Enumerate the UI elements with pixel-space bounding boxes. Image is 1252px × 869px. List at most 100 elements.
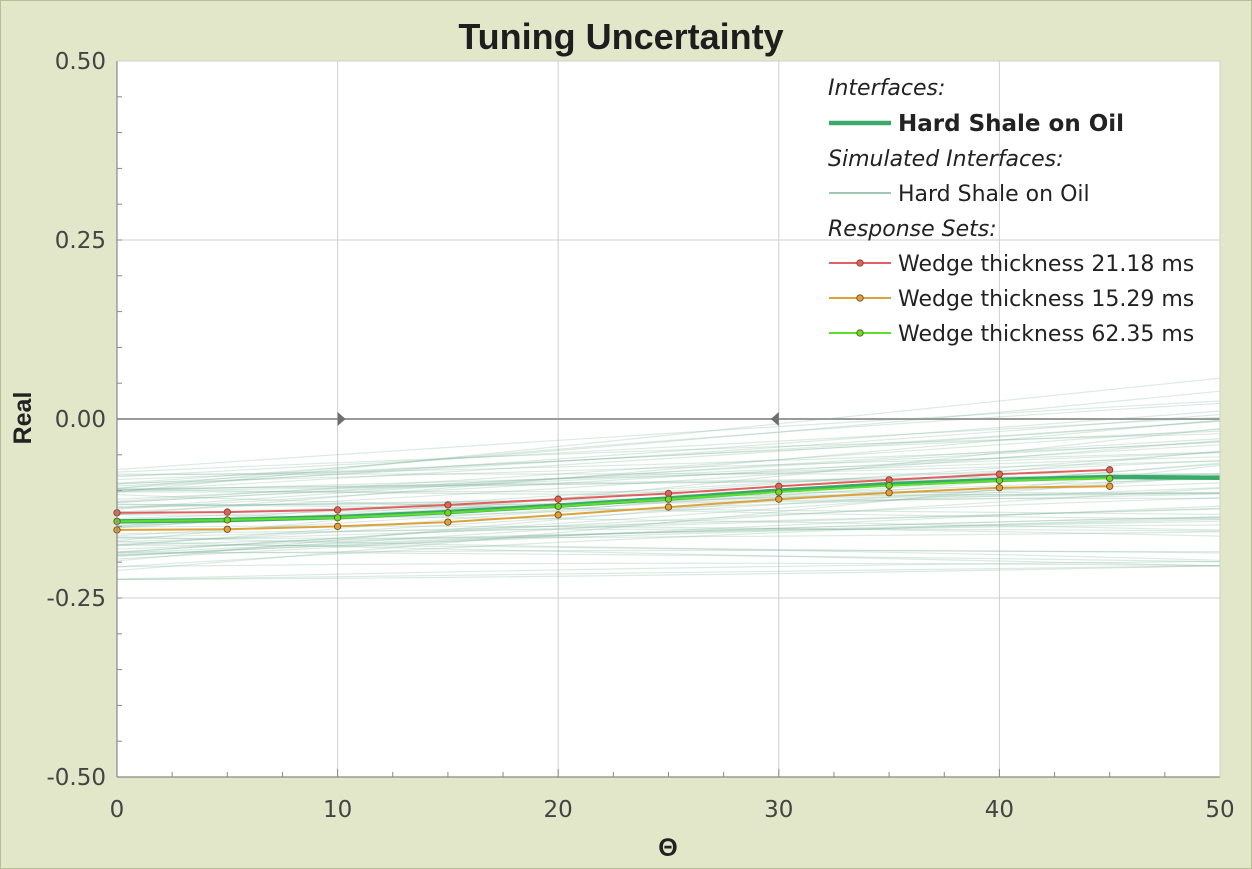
x-tick-label: 20 (544, 797, 573, 823)
simulated-interface-line (116, 402, 1221, 489)
simulated-interface-line (116, 528, 1221, 535)
response-data-point (1106, 466, 1114, 474)
simulated-interface-line (116, 439, 1221, 513)
x-tick-label: 0 (110, 797, 125, 823)
x-tick-label: 50 (1205, 797, 1234, 823)
simulated-interface-line (116, 494, 1221, 520)
simulated-interface-line (116, 475, 1221, 553)
simulated-interface-line (116, 413, 1221, 487)
simulated-interface-line (116, 518, 1221, 546)
simulated-interface-line (116, 516, 1221, 557)
simulated-interface-line (116, 419, 1221, 516)
axes (116, 60, 1221, 778)
simulated-interface-line (116, 441, 1221, 476)
simulated-interface-line (116, 456, 1221, 503)
response-data-point (333, 522, 342, 531)
response-line (116, 485, 1110, 531)
response-data-point (554, 495, 562, 503)
simulated-interface-line (116, 505, 1221, 560)
zero-line-handle[interactable] (770, 412, 779, 426)
response-data-point (1106, 482, 1114, 490)
legend-response-marker (856, 329, 864, 337)
response-data-point (664, 503, 673, 511)
legend-interfaces-header: Interfaces: (828, 76, 945, 101)
simulated-interface-line (116, 549, 1221, 555)
y-axis-title: Real (9, 392, 37, 445)
simulated-interface-line (116, 562, 1221, 568)
response-line (116, 468, 1110, 514)
simulated-interface-line (116, 377, 1221, 493)
legend-response-label[interactable]: Wedge thickness 15.29 ms (898, 287, 1194, 312)
response-data-point (554, 511, 562, 519)
simulated-interface-line (116, 473, 1221, 490)
response-data-point (554, 502, 562, 511)
y-tick-label: 0.50 (55, 49, 106, 75)
legend-response-label[interactable]: Wedge thickness 62.35 ms (898, 322, 1194, 347)
chart-title: Tuning Uncertainty (458, 16, 783, 57)
simulated-interface-line (116, 460, 1221, 527)
legend-response-marker (856, 259, 864, 267)
simulated-interface-line (116, 428, 1221, 502)
simulated-interface-line (116, 514, 1221, 531)
legend-simulated-header: Simulated Interfaces: (828, 147, 1064, 172)
response-data-point (223, 508, 231, 516)
response-data-point (223, 525, 231, 533)
response-data-point (995, 470, 1004, 478)
simulated-interface-line (116, 551, 1221, 563)
response-data-point (223, 516, 231, 524)
simulated-interface-line (116, 544, 1221, 561)
response-data-point (995, 484, 1004, 492)
simulated-interface-line (116, 517, 1221, 568)
simulated-interface-line (116, 400, 1221, 471)
simulated-interface-line (116, 390, 1221, 485)
simulated-interface-line (116, 565, 1221, 581)
simulated-interface-line (116, 565, 1221, 581)
simulated-interface-line (116, 524, 1221, 550)
x-tick-label: 30 (764, 797, 793, 823)
simulated-interface-line (116, 420, 1221, 481)
simulated-interface-line (116, 427, 1221, 542)
response-data-point (444, 509, 452, 517)
y-tick-label: -0.50 (46, 765, 106, 791)
simulated-interface-line (116, 410, 1221, 489)
legend-interface-label[interactable]: Hard Shale on Oil (898, 111, 1124, 137)
simulated-interfaces (116, 377, 1221, 581)
simulated-interface-line (116, 497, 1221, 554)
series-lines (113, 466, 1221, 534)
simulated-interface-line (116, 433, 1221, 473)
simulated-interface-line (116, 493, 1221, 506)
simulated-interface-line (116, 560, 1221, 580)
response-data-point (775, 495, 783, 503)
tick-labels: 0 10 20 30 40 50 0.50 0.25 0.00 -0.25 -0.50 (46, 49, 1234, 823)
simulated-interface-line (116, 438, 1221, 509)
zero-line-markers[interactable] (337, 412, 779, 426)
simulated-interface-line (116, 536, 1221, 553)
grid-lines (117, 61, 1220, 777)
response-data-point (444, 518, 452, 526)
simulated-interface-line (116, 452, 1221, 500)
response-data-point (885, 489, 893, 497)
legend-simulated-label[interactable]: Hard Shale on Oil (898, 182, 1090, 207)
legend-response-header: Response Sets: (828, 217, 997, 242)
response-data-point (995, 476, 1004, 485)
response-data-point (775, 488, 783, 496)
zero-line-handle[interactable] (337, 412, 346, 426)
simulated-interface-line (116, 516, 1221, 554)
response-data-point (333, 506, 342, 514)
simulated-interface-line (116, 420, 1221, 492)
response-data-point (444, 501, 452, 509)
response-data-point (664, 495, 673, 503)
simulated-interface-line (116, 531, 1221, 539)
legend-response-label[interactable]: Wedge thickness 21.18 ms (898, 252, 1194, 277)
legend[interactable]: Interfaces: Hard Shale on Oil Simulated In… (828, 76, 1194, 347)
response-data-point (885, 481, 893, 490)
x-tick-label: 10 (323, 797, 352, 823)
simulated-interface-line (116, 464, 1221, 572)
legend-response-marker (856, 294, 864, 302)
x-axis-title: Θ (658, 834, 677, 862)
simulated-interface-line (116, 430, 1221, 485)
simulated-interface-line (116, 520, 1221, 556)
y-tick-label: 0.00 (55, 407, 106, 433)
y-tick-label: 0.25 (55, 228, 106, 254)
